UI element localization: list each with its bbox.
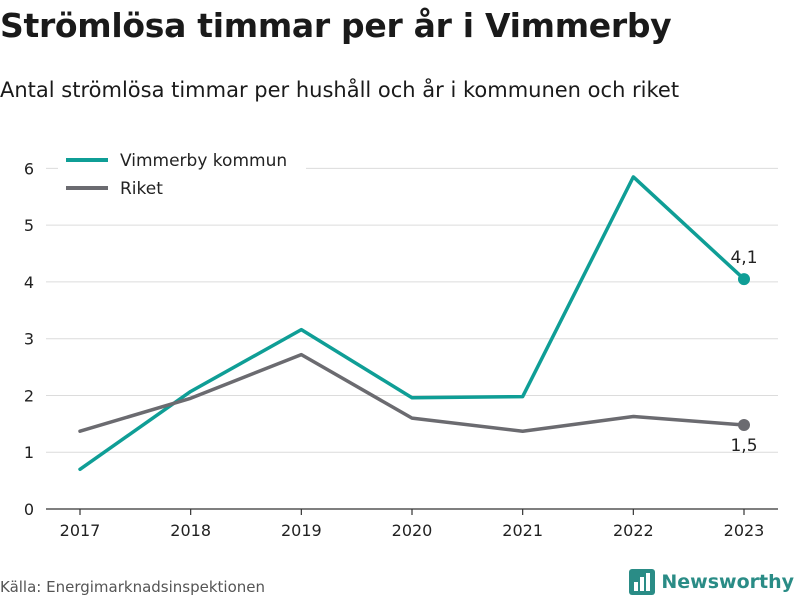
y-tick-label: 3 (24, 330, 34, 349)
chart-subtitle: Antal strömlösa timmar per hushåll och å… (0, 78, 680, 102)
series-line-vimmerby (78, 175, 746, 472)
y-tick-label: 4 (24, 273, 34, 292)
series-line-riket (78, 352, 746, 433)
end-point (738, 418, 750, 431)
x-tick-label: 2021 (502, 521, 543, 540)
legend-label: Riket (120, 179, 163, 199)
x-tick-label: 2018 (170, 521, 211, 540)
x-tick-label: 2023 (724, 521, 765, 540)
y-tick-label: 5 (24, 216, 34, 235)
brand-logo: Newsworthy (629, 569, 794, 595)
data-label: 1,5 (730, 436, 757, 456)
brand-name: Newsworthy (661, 571, 794, 593)
data-label: 4,1 (730, 248, 757, 268)
end-point (738, 273, 750, 286)
legend-label: Vimmerby kommun (120, 151, 287, 171)
y-tick-label: 2 (24, 386, 34, 405)
source-note: Källa: Energimarknadsinspektionen (0, 578, 266, 596)
x-tick-label: 2019 (281, 521, 322, 540)
legend-background (58, 144, 306, 200)
x-tick-label: 2017 (60, 521, 101, 540)
x-tick-label: 2020 (392, 521, 433, 540)
y-tick-label: 1 (24, 443, 34, 462)
chart-title: Strömlösa timmar per år i Vimmerby (0, 6, 672, 45)
y-tick-label: 6 (24, 159, 34, 178)
x-tick-label: 2022 (613, 521, 654, 540)
y-tick-label: 0 (24, 500, 34, 519)
bar-chart-logo-icon (629, 569, 656, 595)
